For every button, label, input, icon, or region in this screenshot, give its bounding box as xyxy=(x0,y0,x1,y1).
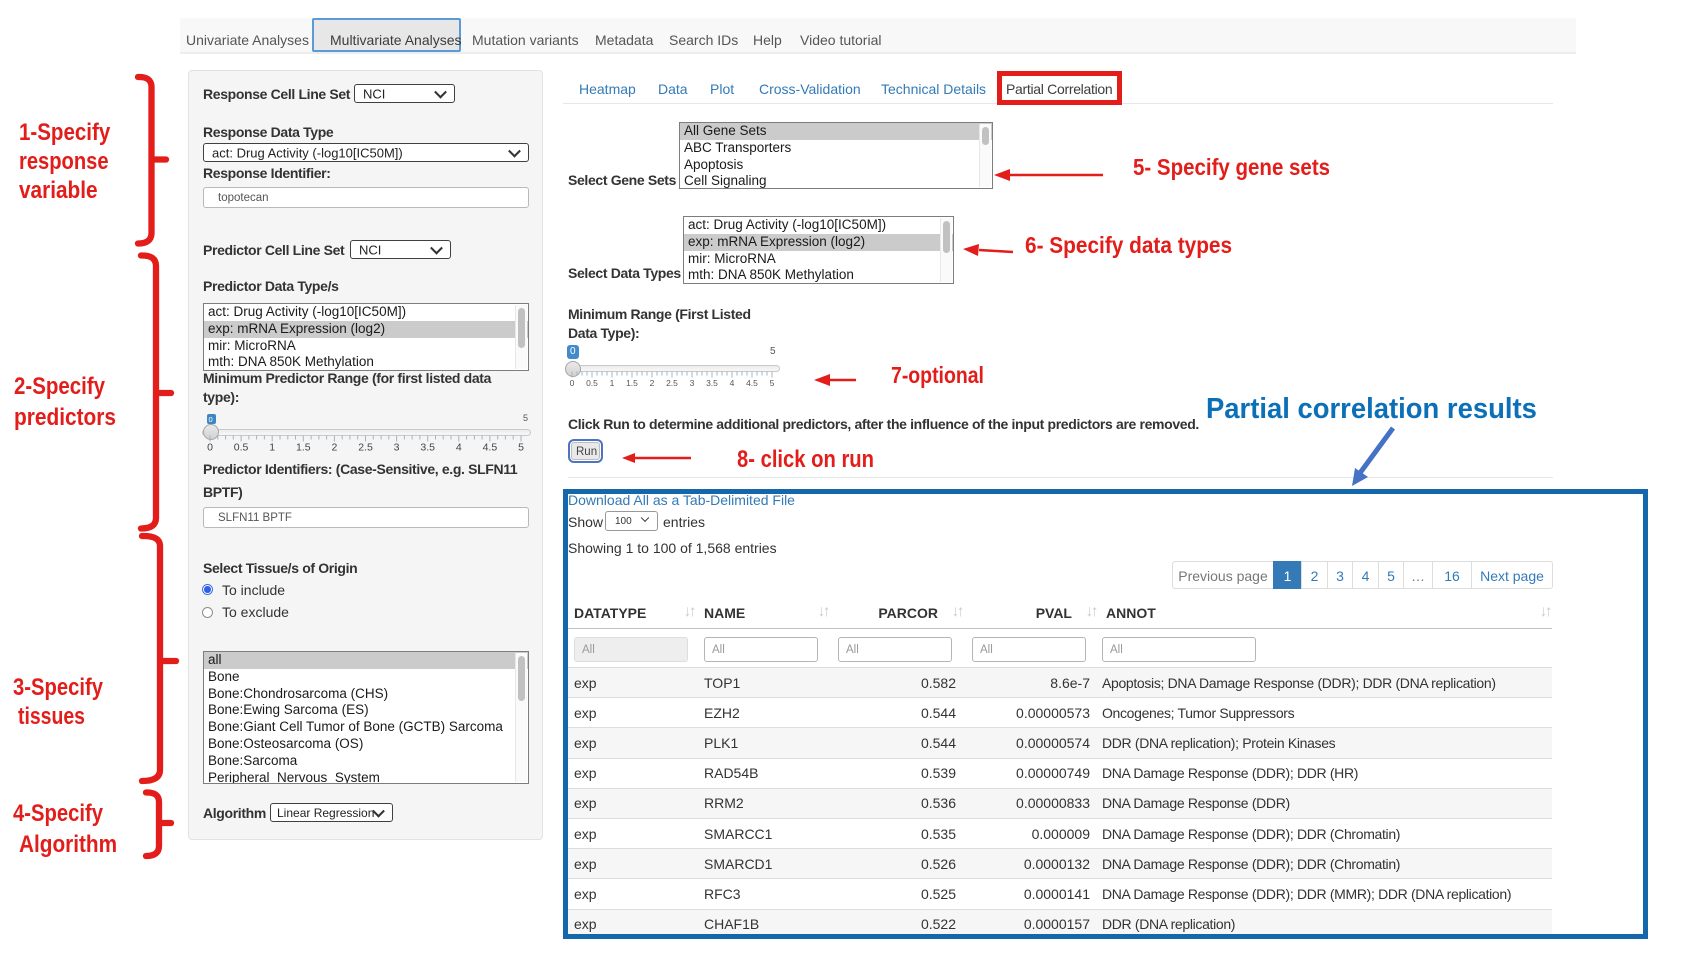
svg-text:1.5: 1.5 xyxy=(626,378,638,388)
svg-text:4.5: 4.5 xyxy=(746,378,758,388)
svg-text:3.5: 3.5 xyxy=(706,378,718,388)
svg-text:3: 3 xyxy=(690,378,695,388)
svg-text:4: 4 xyxy=(730,378,735,388)
svg-text:2: 2 xyxy=(650,378,655,388)
svg-text:0.5: 0.5 xyxy=(586,378,598,388)
svg-text:5: 5 xyxy=(770,378,775,388)
svg-text:2.5: 2.5 xyxy=(666,378,678,388)
svg-text:1: 1 xyxy=(610,378,615,388)
svg-text:0: 0 xyxy=(570,378,575,388)
